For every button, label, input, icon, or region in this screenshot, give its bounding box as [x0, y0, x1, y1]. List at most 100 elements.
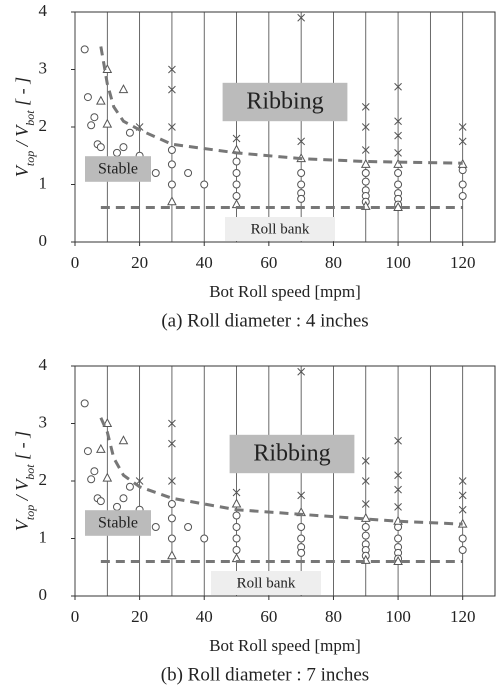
circle-marker	[232, 169, 241, 177]
y-axis-label-part: [ - ]	[12, 431, 32, 465]
cross-marker	[168, 439, 176, 448]
cross-marker	[168, 419, 176, 428]
circle-marker	[184, 523, 193, 531]
cross-marker	[168, 123, 176, 131]
caption: (a) Roll diameter : 4 inches	[161, 310, 368, 331]
y-axis-label-part: / V	[12, 124, 32, 151]
cross-marker	[361, 500, 370, 508]
annotation-box	[229, 434, 355, 474]
circle-marker	[232, 523, 241, 531]
circle-marker	[232, 511, 241, 520]
circle-marker	[297, 169, 306, 177]
x-tick-label: 100	[385, 607, 411, 626]
circle-marker	[232, 546, 241, 554]
triangle-marker	[118, 435, 129, 445]
x-axis-label: Bot Roll speed [mpm]	[209, 636, 361, 655]
cross-marker	[458, 123, 467, 131]
x-tick-label: 40	[196, 253, 213, 272]
circle-marker	[361, 523, 370, 531]
triangle-marker	[231, 498, 242, 508]
circle-marker	[119, 143, 128, 152]
y-tick-label: 1	[39, 527, 48, 546]
y-axis-label-part: V	[12, 164, 32, 177]
circle-marker	[394, 534, 403, 543]
x-tick-label: 120	[450, 607, 476, 626]
cross-marker	[168, 65, 176, 74]
circle-marker	[361, 169, 370, 177]
circle-marker	[361, 177, 370, 186]
circle-marker	[83, 447, 92, 456]
y-axis-label-part: [ - ]	[12, 77, 32, 111]
circle-marker	[232, 180, 241, 189]
y-axis-label-part: top	[23, 505, 37, 520]
circle-marker	[83, 93, 92, 102]
annotation: Ribbing	[246, 89, 323, 115]
circle-marker	[113, 502, 121, 511]
circle-marker	[232, 157, 241, 166]
circle-marker	[151, 169, 160, 177]
cross-marker	[394, 436, 402, 445]
cross-marker	[394, 131, 402, 140]
circle-marker	[87, 475, 96, 484]
cross-marker	[232, 488, 241, 497]
triangle-marker	[167, 196, 177, 206]
circle-marker	[458, 192, 467, 200]
triangle-marker	[96, 443, 106, 453]
y-tick-label: 2	[39, 470, 48, 489]
y-tick-label: 0	[39, 231, 48, 250]
circle-marker	[167, 160, 176, 169]
x-tick-label: 0	[71, 607, 80, 626]
cross-marker	[394, 471, 402, 480]
cross-marker	[361, 103, 370, 111]
y-tick-label: 3	[39, 58, 48, 77]
annotation-box	[85, 156, 151, 182]
x-tick-label: 80	[325, 607, 342, 626]
cross-marker	[458, 477, 467, 485]
cross-marker	[394, 82, 402, 91]
cross-marker	[168, 477, 176, 485]
cross-marker	[458, 505, 467, 514]
circle-marker	[458, 180, 467, 189]
y-axis-label: Vtop / Vbot [ - ]	[12, 77, 37, 177]
circle-marker	[458, 534, 467, 543]
annotation: Ribbing	[253, 441, 330, 467]
circle-marker	[113, 148, 121, 157]
cross-marker	[232, 134, 241, 143]
cross-marker	[297, 367, 306, 376]
annotation-box	[211, 571, 321, 595]
x-tick-label: 0	[71, 253, 80, 272]
cross-marker	[394, 117, 402, 126]
x-tick-label: 120	[450, 253, 476, 272]
circle-marker	[394, 169, 403, 177]
circle-marker	[151, 523, 160, 531]
circle-marker	[96, 497, 105, 506]
circle-marker	[125, 128, 134, 137]
circle-marker	[125, 482, 134, 491]
circle-marker	[80, 399, 89, 408]
x-axis-label: Bot Roll speed [mpm]	[209, 282, 361, 301]
circle-marker	[167, 500, 176, 508]
circle-marker	[232, 192, 241, 200]
circle-marker	[297, 180, 306, 189]
circle-marker	[361, 531, 370, 540]
circle-marker	[90, 467, 99, 476]
cross-marker	[297, 491, 306, 500]
cross-marker	[361, 477, 370, 485]
annotation-box	[85, 510, 151, 536]
circle-marker	[90, 113, 99, 122]
annotation: Stable	[98, 161, 138, 178]
cross-marker	[297, 13, 306, 22]
circle-marker	[167, 534, 176, 543]
y-tick-label: 0	[39, 585, 48, 604]
circle-marker	[297, 523, 306, 531]
cross-marker	[394, 149, 402, 157]
x-tick-label: 20	[131, 607, 148, 626]
cross-marker	[458, 491, 467, 500]
annotation: Stable	[98, 515, 138, 532]
y-axis-label-part: V	[12, 518, 32, 531]
x-tick-label: 80	[325, 253, 342, 272]
cross-marker	[361, 123, 370, 131]
circle-marker	[167, 146, 176, 154]
plot-area	[74, 11, 496, 243]
